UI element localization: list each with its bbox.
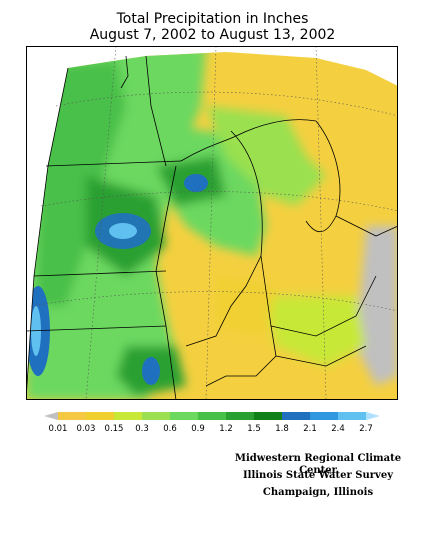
legend-label: 0.15 [105,424,124,434]
legend-label: 0.01 [49,424,68,434]
legend-swatch [198,412,226,420]
legend-swatch [226,412,254,420]
legend-label: 2.4 [331,424,345,434]
legend-swatch [58,412,86,420]
legend-arrow-low [44,412,58,420]
legend-swatch [310,412,338,420]
legend-swatch [170,412,198,420]
legend-swatch [338,412,366,420]
precipitation-map [26,46,398,400]
legend-label: 0.3 [135,424,149,434]
legend-swatch [254,412,282,420]
legend-label: 0.9 [191,424,205,434]
legend-label: 1.8 [275,424,289,434]
legend-arrow-high [366,412,380,420]
precipitation-legend: 0.01 0.03 0.15 0.3 0.6 0.9 1.2 1.5 1.8 2.1 2.4 2.7 [44,412,380,434]
legend-label: 1.5 [247,424,261,434]
legend-swatch [282,412,310,420]
credit-line-3: Champaign, Illinois [262,487,374,498]
map-title: Total Precipitation in Inches [116,11,309,27]
legend-label: 2.7 [359,424,373,434]
map-date-range: August 7, 2002 to August 13, 2002 [89,27,336,43]
legend-label: 0.03 [77,424,96,434]
legend-label: 0.6 [163,424,177,434]
legend-swatch [86,412,114,420]
legend-swatch [114,412,142,420]
credit-line-2: Illinois State Water Survey [242,470,394,481]
legend-label: 2.1 [303,424,317,434]
legend-swatch [142,412,170,420]
legend-label: 1.2 [219,424,233,434]
credit-line-1: Midwestern Regional Climate Center [234,453,402,476]
